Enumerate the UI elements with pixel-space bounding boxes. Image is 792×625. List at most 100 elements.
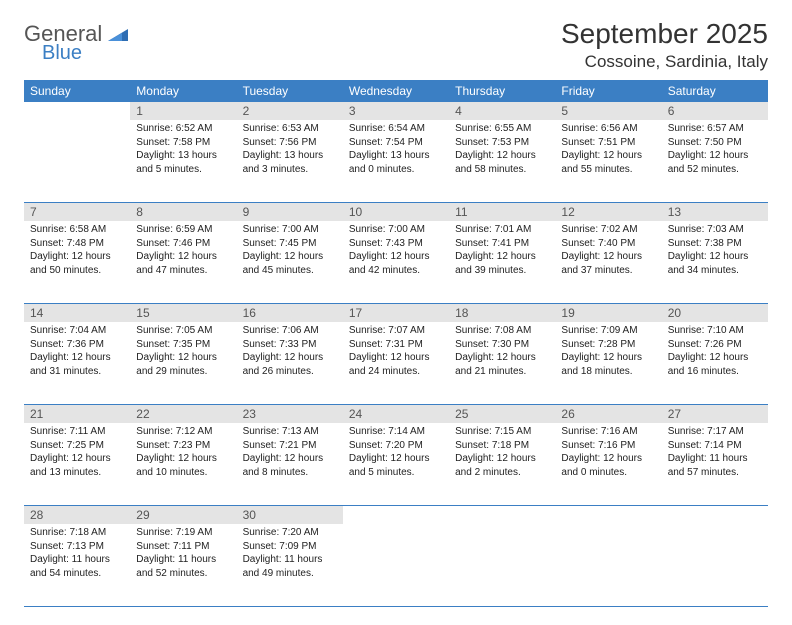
daylight-text: Daylight: 12 hours and 31 minutes. xyxy=(30,351,124,378)
day-detail: Sunrise: 7:07 AMSunset: 7:31 PMDaylight:… xyxy=(343,322,449,382)
sunset-text: Sunset: 7:26 PM xyxy=(668,338,762,352)
day-detail xyxy=(449,524,555,530)
day-detail: Sunrise: 7:02 AMSunset: 7:40 PMDaylight:… xyxy=(555,221,661,281)
day-detail: Sunrise: 7:17 AMSunset: 7:14 PMDaylight:… xyxy=(662,423,768,483)
day-detail: Sunrise: 7:08 AMSunset: 7:30 PMDaylight:… xyxy=(449,322,555,382)
day-detail xyxy=(343,524,449,530)
day-detail: Sunrise: 7:12 AMSunset: 7:23 PMDaylight:… xyxy=(130,423,236,483)
daylight-text: Daylight: 12 hours and 24 minutes. xyxy=(349,351,443,378)
day-number-cell xyxy=(662,506,768,525)
day-number-cell: 14 xyxy=(24,304,130,323)
day-number-cell: 4 xyxy=(449,102,555,120)
day-detail xyxy=(555,524,661,530)
sunrise-text: Sunrise: 6:57 AM xyxy=(668,122,762,136)
day-detail: Sunrise: 6:55 AMSunset: 7:53 PMDaylight:… xyxy=(449,120,555,180)
daylight-text: Daylight: 12 hours and 42 minutes. xyxy=(349,250,443,277)
day-cell: Sunrise: 6:57 AMSunset: 7:50 PMDaylight:… xyxy=(662,120,768,203)
day-number-cell xyxy=(555,506,661,525)
day-detail: Sunrise: 7:16 AMSunset: 7:16 PMDaylight:… xyxy=(555,423,661,483)
sunset-text: Sunset: 7:41 PM xyxy=(455,237,549,251)
daynum-row: 14151617181920 xyxy=(24,304,768,323)
day-detail: Sunrise: 7:13 AMSunset: 7:21 PMDaylight:… xyxy=(237,423,343,483)
daylight-text: Daylight: 12 hours and 13 minutes. xyxy=(30,452,124,479)
day-number-cell: 5 xyxy=(555,102,661,120)
daylight-text: Daylight: 11 hours and 57 minutes. xyxy=(668,452,762,479)
sunset-text: Sunset: 7:35 PM xyxy=(136,338,230,352)
day-content-row: Sunrise: 6:58 AMSunset: 7:48 PMDaylight:… xyxy=(24,221,768,304)
title-block: September 2025 Cossoine, Sardinia, Italy xyxy=(561,18,768,72)
day-cell xyxy=(555,524,661,607)
day-detail: Sunrise: 6:58 AMSunset: 7:48 PMDaylight:… xyxy=(24,221,130,281)
header: General Blue September 2025 Cossoine, Sa… xyxy=(24,18,768,72)
sunset-text: Sunset: 7:54 PM xyxy=(349,136,443,150)
sunrise-text: Sunrise: 7:10 AM xyxy=(668,324,762,338)
day-cell: Sunrise: 6:54 AMSunset: 7:54 PMDaylight:… xyxy=(343,120,449,203)
daylight-text: Daylight: 12 hours and 50 minutes. xyxy=(30,250,124,277)
day-cell: Sunrise: 7:11 AMSunset: 7:25 PMDaylight:… xyxy=(24,423,130,506)
brand-text: General Blue xyxy=(24,24,128,62)
day-detail: Sunrise: 7:05 AMSunset: 7:35 PMDaylight:… xyxy=(130,322,236,382)
sunrise-text: Sunrise: 7:01 AM xyxy=(455,223,549,237)
day-detail: Sunrise: 7:11 AMSunset: 7:25 PMDaylight:… xyxy=(24,423,130,483)
calendar-table: SundayMondayTuesdayWednesdayThursdayFrid… xyxy=(24,80,768,607)
sunrise-text: Sunrise: 7:00 AM xyxy=(349,223,443,237)
daylight-text: Daylight: 12 hours and 47 minutes. xyxy=(136,250,230,277)
day-number-cell: 2 xyxy=(237,102,343,120)
daylight-text: Daylight: 12 hours and 5 minutes. xyxy=(349,452,443,479)
sunset-text: Sunset: 7:23 PM xyxy=(136,439,230,453)
sunrise-text: Sunrise: 7:11 AM xyxy=(30,425,124,439)
daylight-text: Daylight: 12 hours and 58 minutes. xyxy=(455,149,549,176)
day-detail: Sunrise: 7:06 AMSunset: 7:33 PMDaylight:… xyxy=(237,322,343,382)
day-number-cell: 26 xyxy=(555,405,661,424)
day-number-cell: 7 xyxy=(24,203,130,222)
day-number-cell xyxy=(343,506,449,525)
day-number-cell: 11 xyxy=(449,203,555,222)
day-cell xyxy=(343,524,449,607)
sunrise-text: Sunrise: 7:02 AM xyxy=(561,223,655,237)
sunset-text: Sunset: 7:14 PM xyxy=(668,439,762,453)
triangle-icon xyxy=(108,24,128,44)
day-cell: Sunrise: 7:12 AMSunset: 7:23 PMDaylight:… xyxy=(130,423,236,506)
weekday-header: Tuesday xyxy=(237,80,343,102)
day-cell: Sunrise: 7:05 AMSunset: 7:35 PMDaylight:… xyxy=(130,322,236,405)
day-cell: Sunrise: 7:14 AMSunset: 7:20 PMDaylight:… xyxy=(343,423,449,506)
daylight-text: Daylight: 12 hours and 16 minutes. xyxy=(668,351,762,378)
sunrise-text: Sunrise: 6:53 AM xyxy=(243,122,337,136)
sunrise-text: Sunrise: 6:54 AM xyxy=(349,122,443,136)
sunset-text: Sunset: 7:56 PM xyxy=(243,136,337,150)
day-number-cell: 12 xyxy=(555,203,661,222)
day-number-cell: 16 xyxy=(237,304,343,323)
sunset-text: Sunset: 7:40 PM xyxy=(561,237,655,251)
day-number-cell: 13 xyxy=(662,203,768,222)
day-detail: Sunrise: 6:59 AMSunset: 7:46 PMDaylight:… xyxy=(130,221,236,281)
sunset-text: Sunset: 7:21 PM xyxy=(243,439,337,453)
day-cell: Sunrise: 7:17 AMSunset: 7:14 PMDaylight:… xyxy=(662,423,768,506)
day-number-cell: 18 xyxy=(449,304,555,323)
daylight-text: Daylight: 12 hours and 0 minutes. xyxy=(561,452,655,479)
sunrise-text: Sunrise: 6:55 AM xyxy=(455,122,549,136)
daylight-text: Daylight: 12 hours and 21 minutes. xyxy=(455,351,549,378)
daylight-text: Daylight: 12 hours and 18 minutes. xyxy=(561,351,655,378)
sunrise-text: Sunrise: 6:52 AM xyxy=(136,122,230,136)
day-detail: Sunrise: 7:01 AMSunset: 7:41 PMDaylight:… xyxy=(449,221,555,281)
day-number-cell: 9 xyxy=(237,203,343,222)
day-number-cell xyxy=(449,506,555,525)
daylight-text: Daylight: 12 hours and 29 minutes. xyxy=(136,351,230,378)
day-detail: Sunrise: 7:18 AMSunset: 7:13 PMDaylight:… xyxy=(24,524,130,584)
day-number-cell: 29 xyxy=(130,506,236,525)
day-number-cell: 8 xyxy=(130,203,236,222)
sunset-text: Sunset: 7:13 PM xyxy=(30,540,124,554)
day-cell: Sunrise: 7:18 AMSunset: 7:13 PMDaylight:… xyxy=(24,524,130,607)
daynum-row: 123456 xyxy=(24,102,768,120)
sunrise-text: Sunrise: 7:14 AM xyxy=(349,425,443,439)
sunset-text: Sunset: 7:16 PM xyxy=(561,439,655,453)
daylight-text: Daylight: 11 hours and 49 minutes. xyxy=(243,553,337,580)
sunset-text: Sunset: 7:51 PM xyxy=(561,136,655,150)
daylight-text: Daylight: 13 hours and 0 minutes. xyxy=(349,149,443,176)
sunset-text: Sunset: 7:48 PM xyxy=(30,237,124,251)
weekday-header: Friday xyxy=(555,80,661,102)
day-detail: Sunrise: 6:53 AMSunset: 7:56 PMDaylight:… xyxy=(237,120,343,180)
daylight-text: Daylight: 13 hours and 5 minutes. xyxy=(136,149,230,176)
day-cell xyxy=(24,120,130,203)
day-number-cell: 24 xyxy=(343,405,449,424)
